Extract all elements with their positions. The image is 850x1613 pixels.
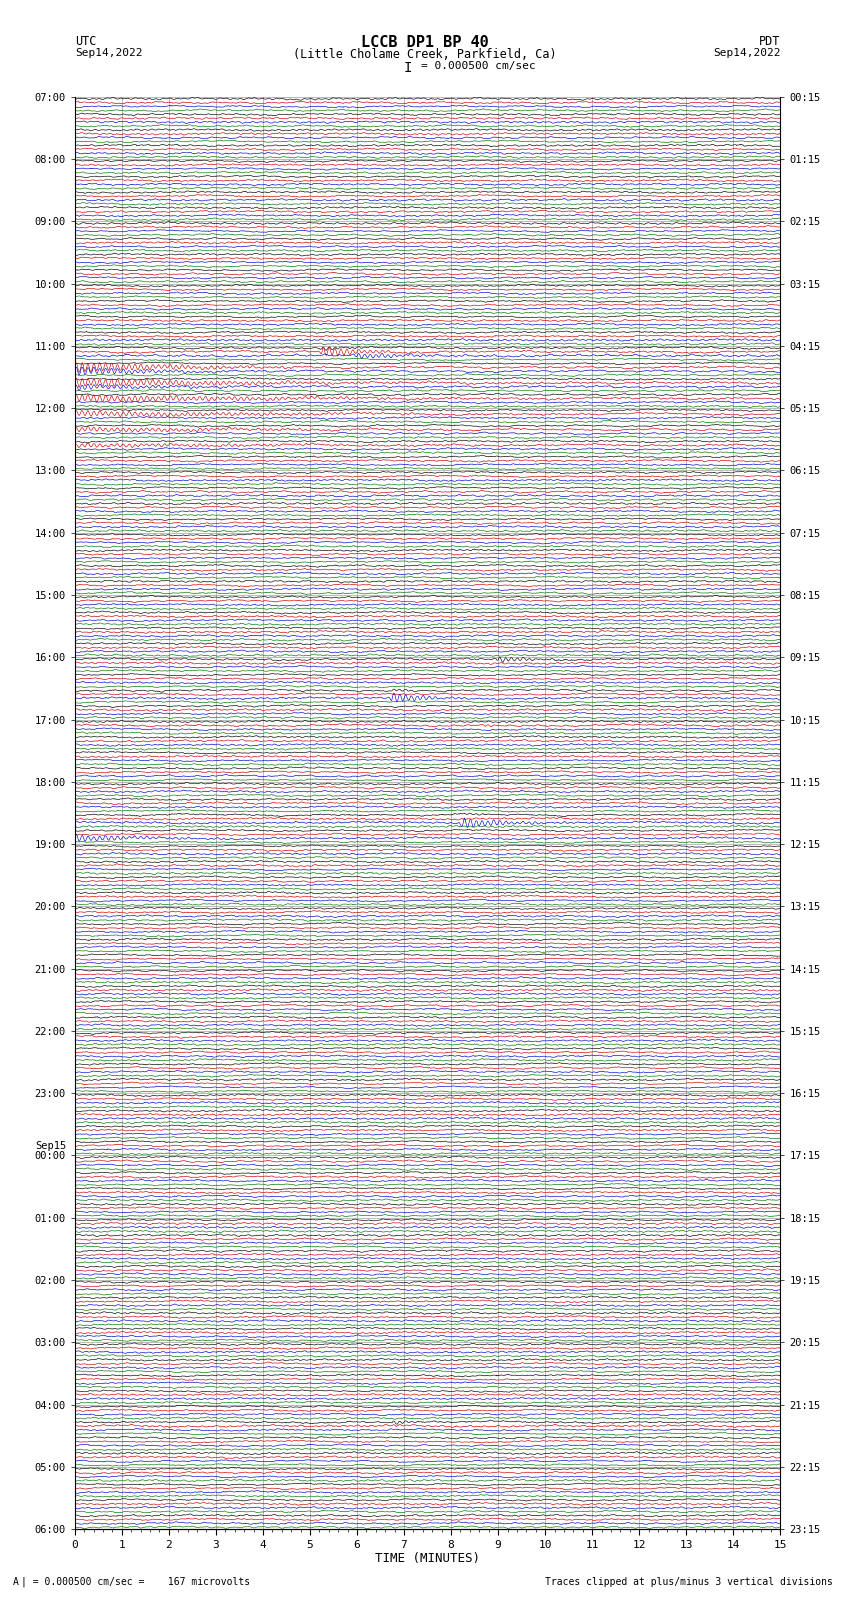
Text: A: A bbox=[13, 1578, 19, 1587]
Text: = 0.000500 cm/sec: = 0.000500 cm/sec bbox=[421, 61, 536, 71]
Text: Sep15: Sep15 bbox=[35, 1140, 66, 1152]
Text: PDT: PDT bbox=[759, 35, 780, 48]
Text: UTC: UTC bbox=[75, 35, 96, 48]
Text: | = 0.000500 cm/sec =    167 microvolts: | = 0.000500 cm/sec = 167 microvolts bbox=[21, 1576, 251, 1587]
Text: Sep14,2022: Sep14,2022 bbox=[713, 48, 780, 58]
Text: (Little Cholame Creek, Parkfield, Ca): (Little Cholame Creek, Parkfield, Ca) bbox=[293, 48, 557, 61]
X-axis label: TIME (MINUTES): TIME (MINUTES) bbox=[375, 1552, 480, 1565]
Text: Sep14,2022: Sep14,2022 bbox=[75, 48, 142, 58]
Text: LCCB DP1 BP 40: LCCB DP1 BP 40 bbox=[361, 35, 489, 50]
Text: I: I bbox=[404, 61, 412, 76]
Text: Traces clipped at plus/minus 3 vertical divisions: Traces clipped at plus/minus 3 vertical … bbox=[545, 1578, 833, 1587]
